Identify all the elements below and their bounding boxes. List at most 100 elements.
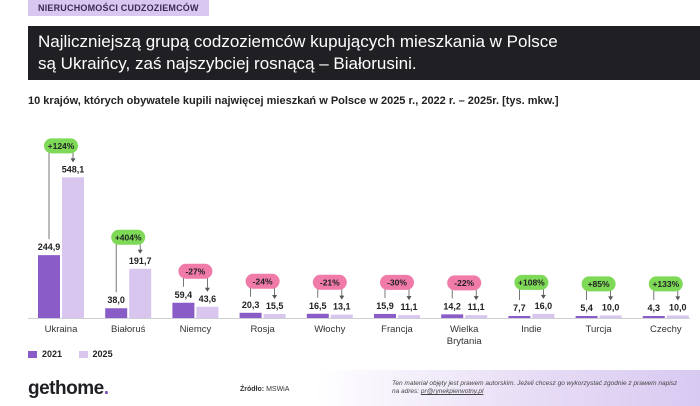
data-label-2025-8: 10,0 — [602, 302, 620, 312]
source-label: Źródło: — [240, 386, 265, 393]
data-label-2021-5: 15,9 — [376, 301, 394, 311]
legend-label-2021: 2021 — [42, 349, 63, 359]
footer: gethome. Źródło: MSWiA Ten materiał obję… — [0, 370, 700, 406]
change-label-0: +124% — [48, 141, 75, 151]
data-label-2021-1: 38,0 — [107, 295, 125, 305]
data-label-2021-7: 7,7 — [513, 303, 526, 313]
change-label-9: +133% — [652, 279, 679, 289]
data-label-2025-4: 13,1 — [333, 302, 351, 312]
connector-arrow-8 — [608, 296, 614, 301]
change-badge-6 — [447, 275, 482, 291]
bar-2021-1 — [105, 308, 128, 318]
bar-2021-4 — [306, 313, 329, 318]
data-label-2025-7: 16,0 — [535, 301, 553, 311]
change-label-1: +404% — [115, 232, 142, 242]
connector-arrow-3 — [272, 295, 278, 300]
copyright-disclaimer: Ten materiał objęty jest prawem autorski… — [392, 380, 682, 396]
bar-2025-0 — [62, 177, 84, 318]
bar-2021-6 — [441, 314, 464, 318]
title-line-2: są Ukraińcy, zaś najszybciej rosnącą – B… — [38, 54, 417, 73]
bar-2021-2 — [172, 302, 195, 318]
change-badge-8 — [581, 276, 616, 292]
bar-2025-7 — [532, 313, 555, 318]
data-label-2025-5: 11,1 — [400, 302, 417, 312]
bar-2021-5 — [374, 313, 396, 318]
data-label-2025-2: 43,6 — [199, 294, 217, 304]
data-label-2025-9: 10,0 — [669, 302, 687, 312]
connector-arrow-9 — [675, 296, 681, 301]
category-label-4-0: Włochy — [314, 324, 345, 335]
source-value: MSWiA — [266, 386, 290, 393]
change-label-8: +85% — [588, 279, 610, 289]
gethome-logo: gethome. — [28, 378, 109, 400]
data-label-2021-9: 4,3 — [648, 303, 661, 313]
change-badge-9 — [648, 276, 683, 292]
connector-arrow-6 — [473, 296, 479, 301]
bar-2025-2 — [196, 306, 219, 318]
legend-item-2025: 2025 — [78, 349, 113, 359]
category-label-6-0: Wielka — [450, 324, 479, 335]
category-label-1-0: Białoruś — [111, 324, 146, 335]
bar-2021-3 — [239, 312, 262, 318]
bar-2021-0 — [38, 255, 60, 318]
change-badge-5 — [380, 274, 414, 290]
bar-2021-8 — [575, 316, 598, 318]
bar-2025-1 — [129, 268, 152, 318]
bar-chart: 244,9 548,1 +124% Ukraina 38,0 191,7 +404% Biał… — [28, 138, 690, 347]
category-label-7-0: Indie — [521, 324, 542, 335]
connector-arrow-5 — [406, 296, 412, 301]
bar-2025-9 — [666, 315, 689, 318]
data-label-2021-6: 14,2 — [443, 301, 461, 311]
connector-arrow-2 — [204, 287, 210, 292]
chart-legend: 2021 2025 — [28, 349, 127, 359]
category-label-8-0: Turcja — [586, 324, 613, 335]
change-label-2: -27% — [185, 266, 205, 276]
category-label-6-1: Brytania — [447, 336, 483, 347]
disclaimer-email[interactable]: pr@rynekpierwotny.pl — [420, 388, 484, 395]
data-label-2025-6: 11,1 — [468, 302, 485, 312]
category-label-3-0: Rosja — [250, 324, 275, 335]
source-note: Źródło: MSWiA — [240, 386, 289, 393]
data-label-2021-0: 244,9 — [38, 242, 61, 252]
logo-main: gethome — [28, 378, 104, 399]
category-label-9-0: Czechy — [650, 324, 682, 335]
data-label-2025-0: 548,1 — [62, 164, 85, 174]
legend-item-2021: 2021 — [28, 349, 62, 359]
bar-2021-9 — [642, 316, 665, 318]
logo-accent: . — [103, 378, 109, 399]
connector-arrow-1 — [137, 249, 143, 254]
change-label-5: -30% — [387, 277, 407, 287]
section-tag: NIERUCHOMOŚCI CUDZOZIEMCÓW — [28, 0, 209, 16]
data-label-2025-1: 191,7 — [129, 256, 152, 266]
change-label-4: -21% — [320, 277, 340, 287]
change-badge-4 — [312, 274, 347, 290]
data-label-2021-8: 5,4 — [580, 303, 593, 313]
change-label-6: -22% — [454, 278, 474, 288]
change-badge-7 — [514, 274, 549, 290]
data-label-2021-4: 16,5 — [309, 301, 327, 311]
connector-arrow-7 — [540, 294, 546, 299]
category-label-2-0: Niemcy — [180, 324, 212, 335]
category-label-0-0: Ukraina — [45, 324, 78, 335]
category-label-5-0: Francja — [381, 324, 413, 335]
change-badge-0 — [44, 138, 78, 154]
title-bar: Najliczniejszą grupą codzoziemców kupują… — [28, 26, 700, 80]
bar-2025-5 — [398, 315, 420, 318]
change-badge-2 — [178, 263, 213, 279]
legend-swatch-2025 — [78, 351, 88, 359]
change-label-3: -24% — [253, 276, 273, 286]
data-label-2021-2: 59,4 — [175, 290, 193, 300]
data-label-2025-3: 15,5 — [266, 301, 284, 311]
bar-2021-7 — [508, 316, 531, 318]
bar-2025-3 — [263, 314, 286, 318]
change-badge-3 — [245, 273, 280, 289]
bar-2025-8 — [599, 315, 622, 318]
change-badge-1 — [111, 229, 146, 245]
legend-label-2025: 2025 — [92, 349, 113, 359]
connector-arrow-4 — [339, 295, 345, 300]
change-label-7: +108% — [518, 277, 545, 287]
connector-arrow-0 — [70, 158, 76, 163]
title-line-1: Najliczniejszą grupą codzoziemców kupują… — [38, 32, 558, 51]
legend-swatch-2021 — [28, 351, 37, 359]
chart-subtitle: 10 krajów, których obywatele kupili najw… — [28, 95, 559, 107]
